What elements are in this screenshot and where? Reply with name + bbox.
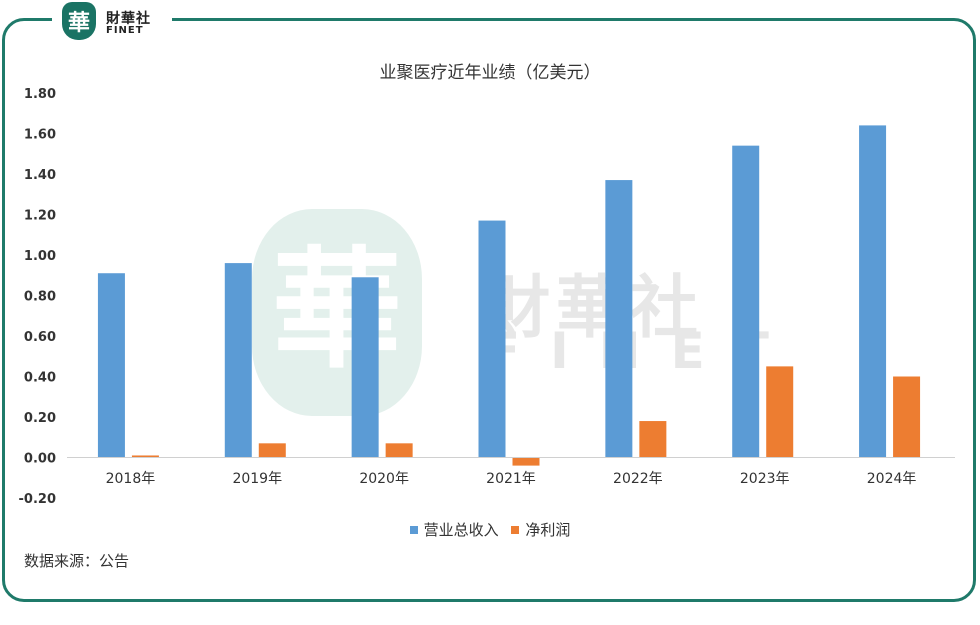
chart-title: 业聚医疗近年业绩（亿美元） bbox=[379, 63, 601, 83]
bar-revenue bbox=[859, 125, 887, 458]
legend-label-profit: 净利润 bbox=[525, 521, 571, 539]
x-tick-label: 2019年 bbox=[232, 471, 282, 487]
y-tick-label: 0.60 bbox=[24, 330, 56, 345]
legend-swatch-revenue bbox=[409, 525, 418, 534]
bar-profit bbox=[512, 457, 540, 466]
svg-text:華: 華 bbox=[272, 234, 402, 386]
x-tick-label: 2022年 bbox=[613, 471, 663, 487]
y-tick-label: 1.20 bbox=[24, 209, 56, 224]
bar-revenue bbox=[97, 273, 125, 458]
bar-profit bbox=[385, 443, 413, 458]
y-tick-label: -0.20 bbox=[19, 492, 56, 507]
bar-profit bbox=[131, 455, 159, 458]
watermark-seal-icon: 華 bbox=[252, 209, 422, 416]
y-tick-label: 0.00 bbox=[24, 452, 56, 467]
watermark-chinese-text: 財華社 bbox=[482, 269, 705, 348]
y-tick-label: 1.40 bbox=[24, 168, 56, 183]
chart-frame bbox=[2, 18, 976, 602]
x-tick-label: 2023年 bbox=[740, 471, 790, 487]
x-tick-label: 2021年 bbox=[486, 471, 536, 487]
y-tick-label: 0.40 bbox=[24, 371, 56, 386]
finet-logo: 華 財華社 FINET bbox=[52, 0, 172, 44]
y-tick-label: 1.60 bbox=[24, 128, 56, 143]
logo-english-text: FINET bbox=[106, 25, 144, 36]
x-tick-label: 2024年 bbox=[867, 471, 917, 487]
x-tick-label: 2020年 bbox=[359, 471, 409, 487]
logo-chinese-text: 財華社 bbox=[106, 11, 151, 27]
legend-label-revenue: 营业总收入 bbox=[423, 521, 499, 539]
bar-profit bbox=[639, 421, 667, 458]
y-tick-label: 0.80 bbox=[24, 290, 56, 305]
bar-revenue bbox=[478, 220, 506, 458]
chart-legend: 营业总收入 净利润 bbox=[0, 519, 980, 540]
bar-revenue bbox=[224, 263, 252, 458]
bar-profit bbox=[766, 366, 794, 458]
y-tick-label: 1.80 bbox=[24, 87, 56, 102]
y-tick-label: 0.20 bbox=[24, 411, 56, 426]
legend-swatch-profit bbox=[511, 525, 520, 534]
logo-seal-icon: 華 bbox=[62, 2, 96, 40]
bar-profit bbox=[893, 376, 921, 458]
y-tick-label: 1.00 bbox=[24, 249, 56, 264]
bar-profit bbox=[258, 443, 286, 458]
legend-item-revenue: 营业总收入 bbox=[409, 519, 499, 540]
bar-revenue bbox=[605, 180, 633, 458]
bar-revenue bbox=[732, 145, 760, 458]
x-tick-label: 2018年 bbox=[106, 471, 156, 487]
bar-revenue bbox=[351, 277, 379, 458]
legend-item-profit: 净利润 bbox=[511, 519, 570, 540]
data-source: 数据来源：公告 bbox=[24, 552, 130, 570]
